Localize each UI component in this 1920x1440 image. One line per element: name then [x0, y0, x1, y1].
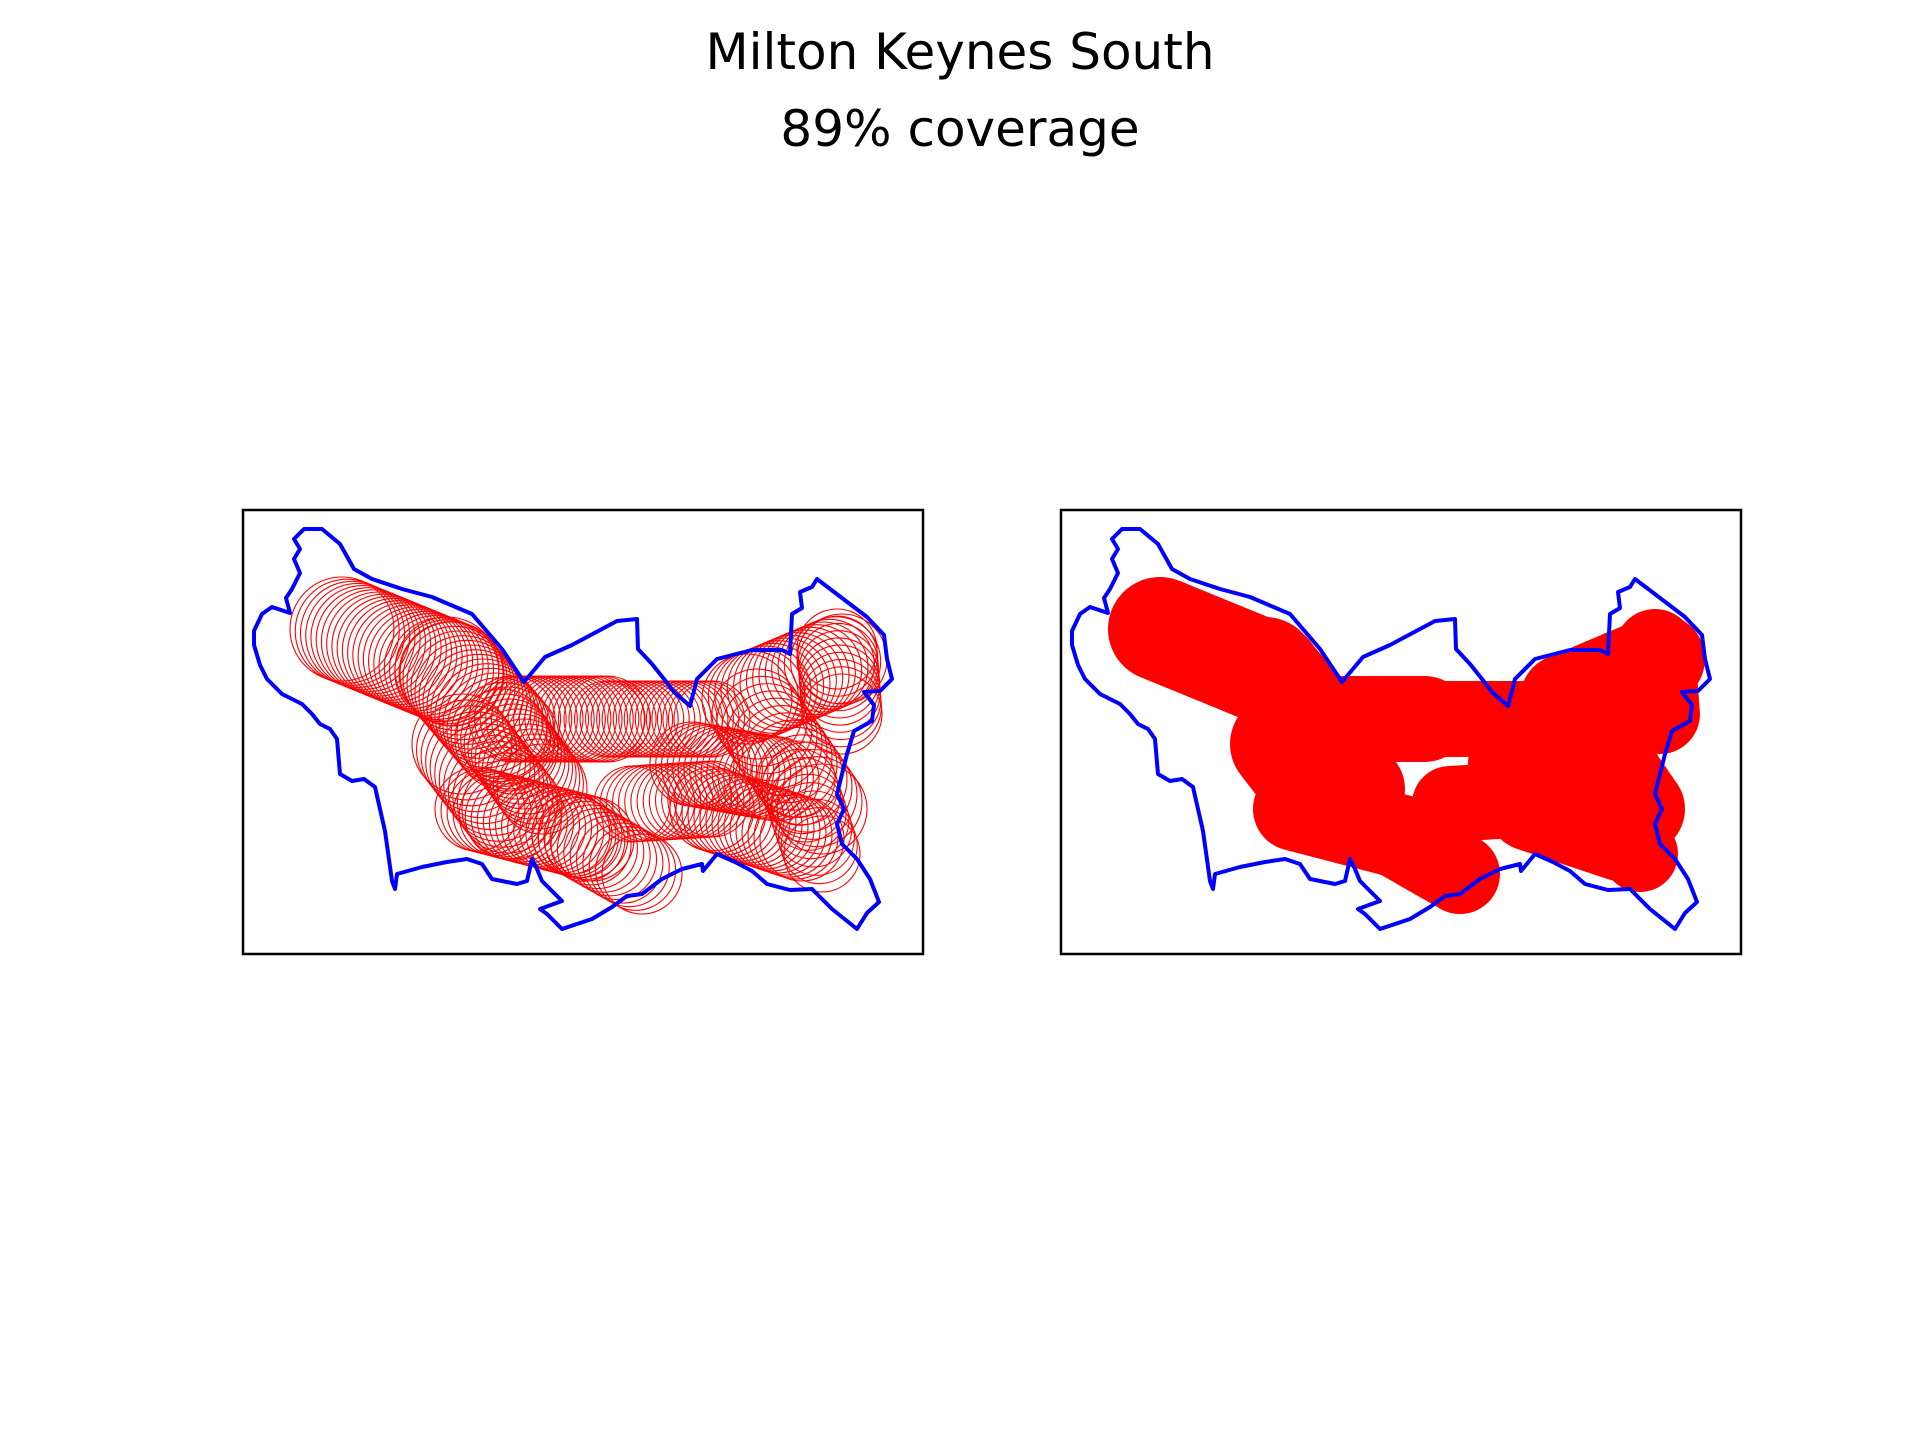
- coverage-circle: [470, 708, 563, 800]
- coverage-map-filled: [1059, 508, 1743, 956]
- coverage-circle: [758, 740, 836, 818]
- coverage-circle: [550, 804, 632, 886]
- coverage-circle: [783, 815, 861, 893]
- coverage-circle-filled: [1420, 834, 1500, 914]
- coverage-circle: [531, 793, 613, 875]
- coverage-circle: [373, 610, 479, 716]
- coverage-circle: [764, 757, 842, 835]
- constituency-boundary: [252, 527, 894, 931]
- coverage-subtitle: 89% coverage: [780, 100, 1140, 158]
- coverage-circles-outlined: [289, 576, 888, 915]
- coverage-circle: [771, 624, 863, 716]
- coverage-circle: [411, 693, 513, 795]
- coverage-circle: [463, 698, 555, 790]
- coverage-circle: [582, 822, 664, 904]
- coverage-circle: [726, 690, 818, 782]
- coverage-circle: [537, 797, 619, 879]
- coverage-circle: [467, 703, 559, 795]
- coverage-circle: [474, 713, 566, 805]
- coverage-area-filled: [1108, 577, 1705, 914]
- map-frame: [241, 508, 925, 956]
- coverage-circle: [563, 811, 645, 893]
- coverage-circle: [434, 722, 536, 825]
- coverage-circle-filled: [1620, 674, 1700, 754]
- coverage-circle: [777, 621, 869, 713]
- coverage-circle: [368, 608, 474, 714]
- coverage-map-circles: [241, 508, 925, 956]
- coverage-circle: [456, 688, 548, 780]
- coverage-circle: [799, 644, 881, 726]
- constituency-boundary: [1070, 527, 1712, 931]
- coverage-circle: [556, 807, 639, 890]
- coverage-circle: [801, 673, 883, 755]
- coverage-circle: [741, 712, 833, 804]
- coverage-circle-filled: [1602, 816, 1678, 892]
- coverage-circle: [772, 782, 850, 860]
- coverage-circle: [796, 608, 878, 690]
- coverage-circle: [775, 790, 853, 868]
- coverage-circle: [769, 773, 847, 851]
- map-frame: [1059, 508, 1743, 956]
- coverage-circle: [780, 807, 858, 885]
- coverage-circle: [747, 792, 833, 878]
- coverage-circle: [588, 826, 670, 908]
- coverage-circle: [741, 790, 827, 876]
- coverage-circle: [513, 786, 599, 873]
- figure-title: Milton Keynes South: [705, 23, 1215, 81]
- coverage-circle: [476, 777, 562, 863]
- coverage-circle: [415, 699, 518, 801]
- coverage-circle: [777, 798, 855, 876]
- coverage-circle: [535, 675, 623, 763]
- coverage-circle: [569, 815, 651, 897]
- coverage-circle: [438, 728, 540, 831]
- coverage-circle: [501, 783, 587, 869]
- coverage-circle: [478, 718, 570, 810]
